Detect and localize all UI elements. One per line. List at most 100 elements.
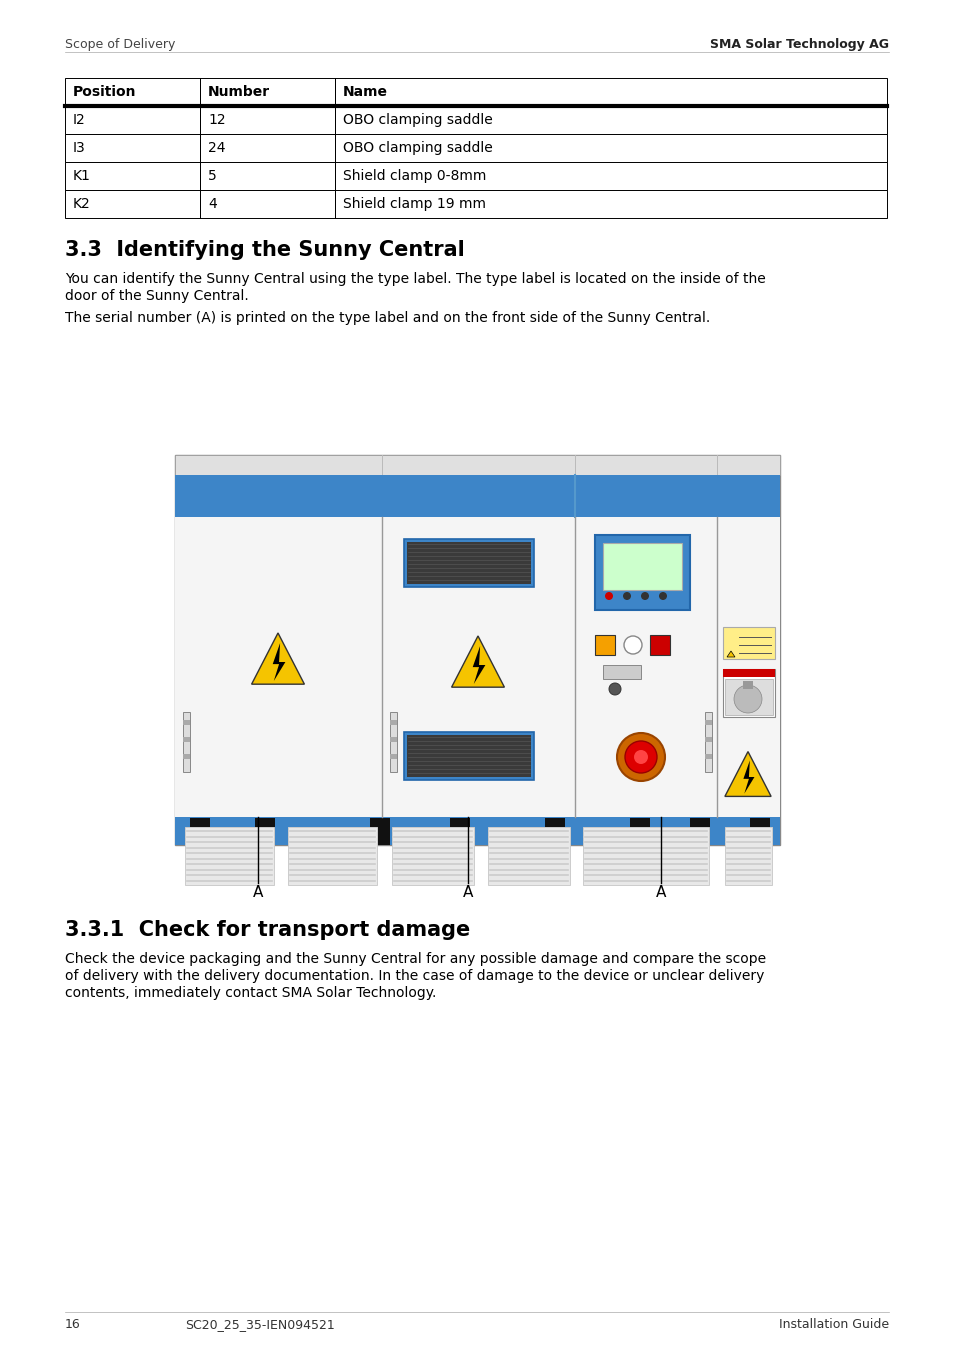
Text: Scope of Delivery: Scope of Delivery <box>65 38 175 51</box>
Text: SC20_25_35-IEN094521: SC20_25_35-IEN094521 <box>185 1318 335 1330</box>
Bar <box>595 635 615 654</box>
Bar <box>704 754 711 758</box>
Bar <box>407 735 531 777</box>
Bar <box>390 754 396 758</box>
Text: 3.3  Identifying the Sunny Central: 3.3 Identifying the Sunny Central <box>65 241 464 260</box>
Bar <box>183 737 190 742</box>
Bar <box>704 713 711 772</box>
Text: Installation Guide: Installation Guide <box>778 1318 888 1330</box>
Text: door of the Sunny Central.: door of the Sunny Central. <box>65 289 249 303</box>
Bar <box>629 818 649 845</box>
Text: K2: K2 <box>73 197 91 211</box>
Bar <box>722 627 774 658</box>
Bar <box>722 669 774 677</box>
Text: of delivery with the delivery documentation. In the case of damage to the device: of delivery with the delivery documentat… <box>65 969 763 983</box>
Circle shape <box>640 592 648 600</box>
Text: Name: Name <box>343 85 388 99</box>
Circle shape <box>659 592 666 600</box>
Text: Shield clamp 0-8mm: Shield clamp 0-8mm <box>343 169 486 183</box>
Text: Shield clamp 19 mm: Shield clamp 19 mm <box>343 197 485 211</box>
Text: 4: 4 <box>208 197 216 211</box>
Bar <box>582 827 708 886</box>
Bar <box>174 456 780 845</box>
Text: Number: Number <box>208 85 270 99</box>
Text: I2: I2 <box>73 114 86 127</box>
Bar <box>403 731 534 780</box>
Polygon shape <box>273 644 285 681</box>
Bar <box>254 818 274 845</box>
Bar <box>689 818 709 845</box>
Bar <box>65 162 886 191</box>
Bar <box>407 542 531 584</box>
Circle shape <box>608 683 620 695</box>
Text: OBO clamping saddle: OBO clamping saddle <box>343 114 493 127</box>
Bar <box>392 827 474 886</box>
Bar <box>544 818 564 845</box>
Bar <box>65 191 886 218</box>
Bar <box>722 669 774 717</box>
Text: The serial number (A) is printed on the type label and on the front side of the : The serial number (A) is printed on the … <box>65 311 709 324</box>
Polygon shape <box>473 646 485 684</box>
Circle shape <box>733 685 761 713</box>
Bar <box>717 456 718 475</box>
Bar <box>370 818 390 845</box>
Bar <box>183 713 190 772</box>
Circle shape <box>604 592 613 600</box>
Bar <box>724 827 771 886</box>
Text: contents, immediately contact SMA Solar Technology.: contents, immediately contact SMA Solar … <box>65 986 436 1000</box>
Bar <box>742 681 752 690</box>
Circle shape <box>622 592 630 600</box>
Bar <box>575 456 576 475</box>
Bar <box>65 134 886 162</box>
Bar <box>602 544 681 589</box>
Polygon shape <box>726 652 734 657</box>
Bar <box>174 516 780 817</box>
Bar <box>185 827 274 886</box>
Text: SMA Solar Technology AG: SMA Solar Technology AG <box>709 38 888 51</box>
Bar <box>174 817 780 845</box>
Bar <box>450 818 470 845</box>
Bar <box>602 665 640 679</box>
Bar <box>704 737 711 742</box>
Polygon shape <box>724 752 770 796</box>
Bar <box>649 635 669 654</box>
Bar <box>65 78 886 105</box>
Circle shape <box>623 635 641 654</box>
Bar <box>183 754 190 758</box>
Text: 12: 12 <box>208 114 226 127</box>
Text: 5: 5 <box>208 169 216 183</box>
Bar <box>174 475 780 516</box>
Bar <box>183 721 190 725</box>
Text: K1: K1 <box>73 169 91 183</box>
Text: A: A <box>253 886 263 900</box>
Text: 3.3.1  Check for transport damage: 3.3.1 Check for transport damage <box>65 919 470 940</box>
Text: Position: Position <box>73 85 136 99</box>
Bar <box>174 456 780 475</box>
Bar <box>190 818 210 845</box>
Bar <box>595 535 689 610</box>
Text: 16: 16 <box>65 1318 81 1330</box>
Bar <box>390 713 396 772</box>
Text: A: A <box>462 886 473 900</box>
Bar <box>403 539 534 587</box>
Bar <box>288 827 376 886</box>
Bar <box>488 827 569 886</box>
Text: You can identify the Sunny Central using the type label. The type label is locat: You can identify the Sunny Central using… <box>65 272 765 287</box>
Bar <box>390 721 396 725</box>
Bar <box>390 737 396 742</box>
Bar <box>381 456 382 475</box>
Text: OBO clamping saddle: OBO clamping saddle <box>343 141 493 155</box>
Bar <box>749 818 769 845</box>
Text: I3: I3 <box>73 141 86 155</box>
Polygon shape <box>252 633 304 684</box>
Bar <box>704 721 711 725</box>
Text: 24: 24 <box>208 141 225 155</box>
Circle shape <box>634 750 647 764</box>
Text: Check the device packaging and the Sunny Central for any possible damage and com: Check the device packaging and the Sunny… <box>65 952 765 965</box>
Polygon shape <box>451 635 504 687</box>
Bar <box>65 105 886 134</box>
Circle shape <box>624 741 657 773</box>
Bar <box>724 679 772 715</box>
Text: A: A <box>656 886 666 900</box>
Circle shape <box>617 733 664 781</box>
